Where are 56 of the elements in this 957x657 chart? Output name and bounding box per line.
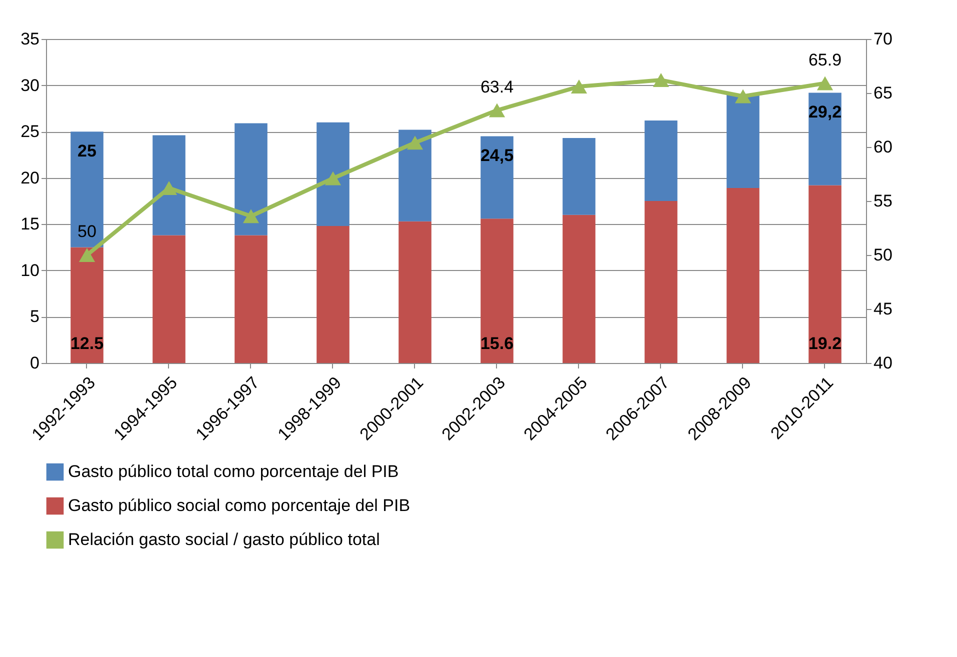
bar — [152, 135, 186, 236]
y-tick-label: 0 — [30, 354, 40, 372]
point — [816, 76, 834, 90]
bar — [316, 122, 350, 226]
y-tick-label: 20 — [20, 168, 40, 188]
bar — [234, 235, 268, 363]
bar — [70, 132, 104, 248]
bar — [644, 120, 678, 201]
total-label: 25 — [78, 142, 96, 161]
bar — [808, 92, 842, 186]
point — [488, 103, 506, 118]
bar — [480, 136, 514, 219]
point — [242, 209, 260, 224]
data-label: 50 — [78, 222, 96, 241]
y2-tick-label: 45 — [874, 300, 892, 318]
point — [652, 73, 670, 88]
bar — [70, 247, 104, 363]
legend-label: Relación gasto social / gasto público total — [68, 530, 380, 549]
data-label: 15.6 — [480, 334, 514, 353]
data-label: 19.2 — [808, 334, 842, 353]
point — [78, 248, 96, 262]
y2-tick-label: 65 — [874, 84, 892, 102]
data-label: 63.4 — [480, 77, 514, 96]
y-tick-label: 10 — [20, 260, 40, 280]
y-tick-label: 25 — [20, 122, 40, 142]
point — [406, 136, 424, 150]
bar — [480, 218, 514, 363]
data-label: 12.5 — [70, 334, 104, 353]
point — [324, 171, 342, 186]
y2-tick-label: 70 — [874, 30, 892, 48]
data-label: 65.9 — [808, 50, 842, 70]
point — [734, 89, 752, 104]
bar — [152, 235, 186, 363]
point — [570, 80, 588, 94]
bar — [726, 188, 760, 363]
bar — [726, 94, 760, 188]
y-tick-label: 15 — [20, 214, 40, 234]
bar — [398, 130, 432, 222]
bar — [562, 214, 596, 363]
y2-tick-label: 60 — [874, 138, 892, 156]
bar — [644, 201, 678, 363]
bar — [316, 226, 350, 363]
y2-tick-label: 50 — [874, 246, 892, 264]
bar — [234, 123, 268, 236]
bar — [562, 138, 596, 215]
y-tick-label: 30 — [20, 76, 40, 95]
bar — [808, 185, 842, 363]
y-tick-label: 35 — [20, 30, 40, 48]
bar — [398, 221, 432, 363]
total-label: 24,5 — [480, 146, 514, 166]
total-label: 29,2 — [808, 102, 842, 122]
legend-label: Gasto público social como porcentaje del PIB — [68, 496, 410, 515]
y2-tick-label: 55 — [874, 192, 892, 210]
y2-tick-label: 40 — [874, 354, 892, 372]
y-tick-label: 5 — [30, 307, 40, 326]
legend-label: Gasto público total como porcentaje del PIB — [68, 462, 399, 481]
